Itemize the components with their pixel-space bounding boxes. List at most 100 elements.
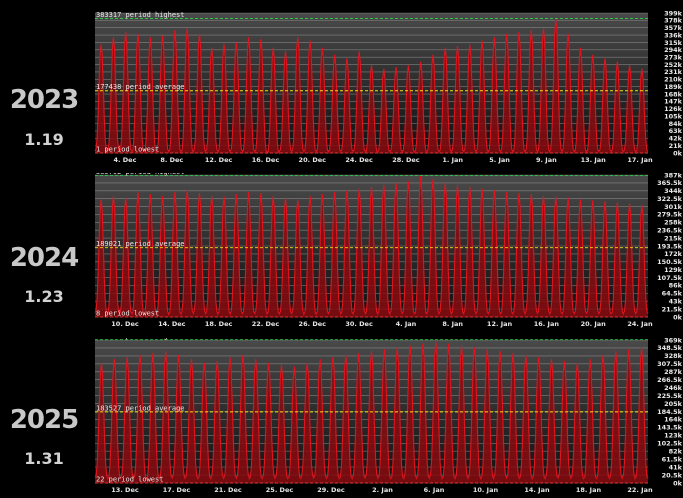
y-tick-label: 252k (664, 61, 683, 69)
y-tick-label: 0k (673, 479, 683, 487)
x-tick-label: 24. Jan (627, 320, 653, 328)
y-tick-label: 231k (664, 68, 683, 76)
period-highest-label: 369886 period highest (96, 338, 185, 340)
x-tick-label: 14. Dec (158, 320, 186, 328)
year-label-2024: 2024 (9, 243, 79, 273)
x-tick-label: 21. Dec (214, 486, 242, 494)
y-tick-label: 387k (664, 173, 683, 179)
y-tick-label: 294k (664, 46, 683, 54)
y-tick-label: 378k (664, 17, 683, 25)
version-label-2023: 1.19 (24, 130, 64, 149)
x-tick-label: 12. Dec (205, 156, 233, 164)
x-tick-label: 18. Jan (576, 486, 602, 494)
x-tick-label: 10. Dec (111, 320, 139, 328)
x-tick-label: 16. Dec (252, 156, 280, 164)
period-lowest-label: 1 period lowest (96, 145, 159, 153)
y-tick-label: 0k (673, 313, 683, 321)
y-tick-label: 150.5k (657, 258, 683, 266)
y-tick-label: 369k (664, 338, 683, 344)
chart-2025: 369k348.5k328k307.5k287k266.5k246k225.5k… (94, 338, 683, 494)
y-tick-label: 42k (669, 135, 683, 143)
x-tick-label: 26. Dec (299, 320, 327, 328)
y-tick-label: 123k (664, 432, 683, 440)
y-tick-label: 348.5k (657, 344, 683, 352)
chart-2023: 399k378k357k336k315k294k273k252k231k210k… (94, 11, 683, 164)
y-tick-label: 225.5k (657, 392, 683, 400)
period-average-label: 183527 period average (96, 404, 185, 412)
y-tick-label: 105k (664, 112, 683, 120)
x-tick-label: 12. Jan (487, 320, 513, 328)
period-average-label: 189021 period average (96, 240, 185, 248)
y-tick-label: 215k (664, 234, 683, 242)
y-tick-label: 336k (664, 31, 683, 39)
y-tick-label: 193.5k (657, 242, 683, 250)
y-tick-label: 107.5k (657, 274, 683, 282)
year-label-2023: 2023 (9, 85, 79, 115)
x-tick-label: 1. Jan (442, 156, 463, 164)
y-tick-label: 279.5k (657, 211, 683, 219)
x-tick-label: 17. Dec (163, 486, 191, 494)
series-line (94, 341, 649, 481)
x-tick-label: 20. Jan (581, 320, 607, 328)
x-tick-label: 24. Dec (345, 156, 373, 164)
period-highest-label: 385702 period highest (96, 173, 185, 176)
y-tick-label: 21.5k (662, 305, 683, 313)
x-tick-label: 10. Jan (473, 486, 499, 494)
x-tick-label: 2. Jan (372, 486, 393, 494)
x-tick-label: 8. Jan (442, 320, 463, 328)
y-tick-label: 168k (664, 90, 683, 98)
y-tick-label: 86k (669, 282, 683, 290)
period-lowest-label: 22 period lowest (96, 475, 163, 483)
y-tick-label: 20.5k (662, 471, 683, 479)
y-tick-label: 43k (669, 298, 683, 306)
y-tick-label: 126k (664, 105, 683, 113)
y-tick-label: 63k (669, 127, 683, 135)
period-highest-label: 383317 period highest (96, 11, 185, 19)
x-tick-label: 22. Dec (252, 320, 280, 328)
y-tick-label: 0k (673, 149, 683, 157)
y-tick-label: 129k (664, 266, 683, 274)
series-line (94, 175, 649, 317)
y-tick-label: 84k (669, 120, 683, 128)
y-tick-label: 344k (664, 187, 683, 195)
y-tick-label: 301k (664, 203, 683, 211)
period-lowest-label: 8 period lowest (96, 309, 159, 317)
x-tick-label: 8. Dec (160, 156, 183, 164)
y-tick-label: 246k (664, 384, 683, 392)
x-tick-label: 28. Dec (392, 156, 420, 164)
y-tick-label: 287k (664, 368, 683, 376)
y-tick-label: 61.5k (662, 455, 683, 463)
y-tick-label: 205k (664, 400, 683, 408)
y-tick-label: 307.5k (657, 360, 683, 368)
version-label-2025: 1.31 (24, 449, 64, 468)
x-tick-label: 16. Jan (534, 320, 560, 328)
x-tick-label: 4. Jan (396, 320, 417, 328)
y-tick-label: 41k (669, 463, 683, 471)
y-tick-label: 357k (664, 24, 683, 32)
y-tick-label: 82k (669, 448, 683, 456)
y-tick-label: 184.5k (657, 408, 683, 416)
y-tick-label: 210k (664, 76, 683, 84)
x-tick-label: 20. Dec (299, 156, 327, 164)
y-tick-label: 399k (664, 11, 683, 17)
y-tick-label: 273k (664, 54, 683, 62)
y-tick-label: 102.5k (657, 440, 683, 448)
x-tick-label: 13. Jan (581, 156, 607, 164)
y-tick-label: 315k (664, 39, 683, 47)
y-tick-label: 266.5k (657, 376, 683, 384)
version-label-2024: 1.23 (24, 287, 64, 306)
y-tick-label: 322.5k (657, 195, 683, 203)
y-tick-label: 328k (664, 352, 683, 360)
y-tick-label: 258k (664, 219, 683, 227)
year-label-2025: 2025 (9, 405, 79, 435)
x-tick-label: 25. Dec (266, 486, 294, 494)
x-tick-label: 18. Dec (205, 320, 233, 328)
x-tick-label: 6. Jan (424, 486, 445, 494)
y-tick-label: 164k (664, 416, 683, 424)
period-average-label: 177438 period average (96, 83, 185, 91)
y-tick-label: 64.5k (662, 290, 683, 298)
y-tick-label: 172k (664, 250, 683, 258)
x-tick-label: 9. Jan (536, 156, 557, 164)
y-tick-label: 236.5k (657, 227, 683, 235)
y-tick-label: 143.5k (657, 424, 683, 432)
